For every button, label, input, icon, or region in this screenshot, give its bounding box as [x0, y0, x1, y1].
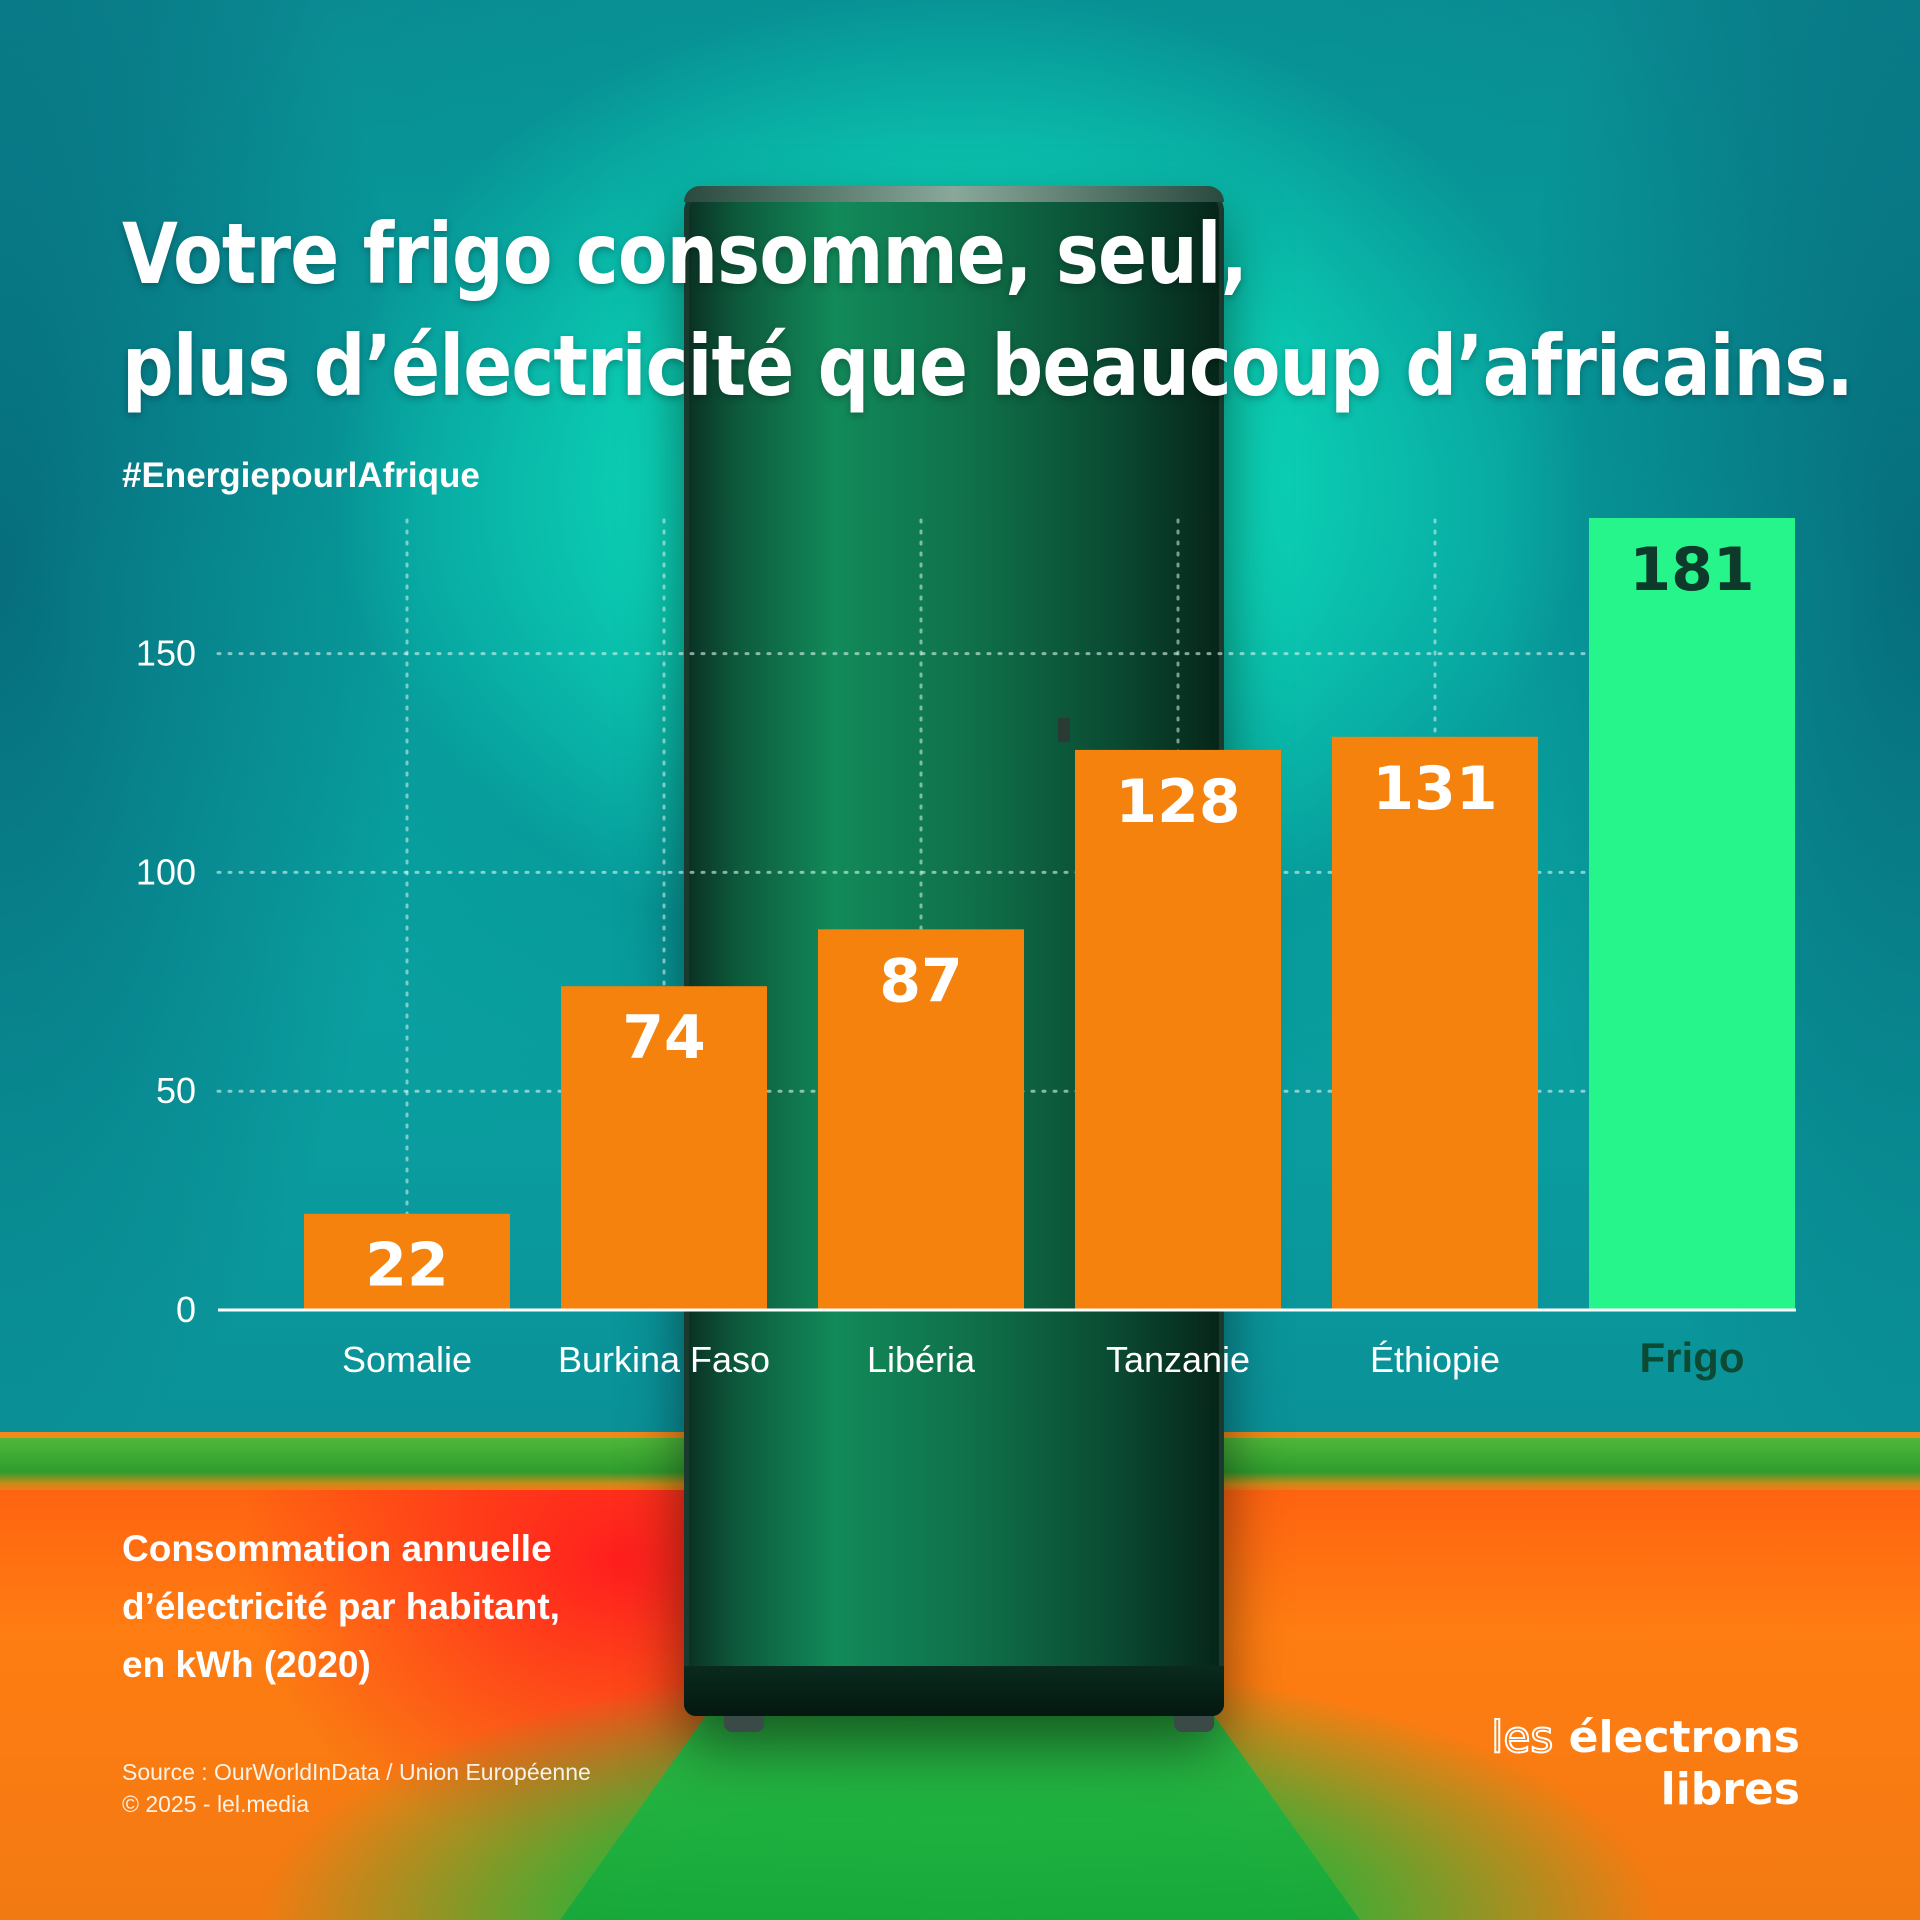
caption-line-3: en kWh (2020): [122, 1644, 371, 1685]
bar-3: [818, 929, 1024, 1310]
source-line: Source : OurWorldInData / Union Européen…: [122, 1759, 591, 1785]
x-tick-label: Somalie: [342, 1339, 472, 1380]
y-tick-label: 50: [156, 1070, 196, 1111]
bar-2: [561, 986, 767, 1310]
page-title: Votre frigo consomme, seul, plus d’élect…: [122, 198, 1854, 422]
bar-6: [1589, 518, 1795, 1310]
title-line-2: plus d’électricité que beaucoup d’africa…: [122, 317, 1854, 415]
logo-electrons: électrons: [1568, 1712, 1800, 1763]
title-line-1: Votre frigo consomme, seul,: [122, 205, 1248, 303]
x-tick-label: Tanzanie: [1106, 1339, 1250, 1380]
fridge-base: [684, 1666, 1224, 1716]
data-label: 128: [1115, 767, 1240, 837]
x-tick-label: Libéria: [867, 1339, 976, 1380]
x-tick-label: Éthiopie: [1370, 1339, 1500, 1380]
logo-libres: libres: [1660, 1764, 1800, 1815]
caption-line-2: d’électricité par habitant,: [122, 1586, 560, 1627]
fridge-foot-right: [1174, 1716, 1214, 1732]
y-tick-label: 100: [136, 851, 196, 892]
logo-les: les: [1490, 1711, 1554, 1764]
copyright-line: © 2025 - lel.media: [122, 1791, 309, 1817]
chart-caption: Consommation annuelle d’électricité par …: [122, 1520, 682, 1694]
data-label: 74: [622, 1003, 706, 1073]
fridge-handle: [1058, 718, 1070, 742]
bar-5: [1332, 736, 1538, 1310]
y-tick-label: 150: [136, 633, 196, 674]
data-label: 181: [1629, 535, 1754, 605]
source-note: Source : OurWorldInData / Union Européen…: [122, 1756, 591, 1820]
fridge-top: [684, 186, 1224, 202]
data-label: 131: [1372, 754, 1497, 824]
fridge-foot-left: [724, 1716, 764, 1732]
x-tick-label: Frigo: [1640, 1334, 1745, 1381]
x-tick-label: Burkina Faso: [558, 1339, 770, 1380]
y-tick-label: 0: [176, 1289, 196, 1330]
data-label: 87: [879, 946, 963, 1016]
bar-4: [1075, 749, 1281, 1310]
caption-line-1: Consommation annuelle: [122, 1528, 552, 1569]
hashtag: #EnergiepourlAfrique: [122, 456, 480, 495]
data-label: 22: [365, 1231, 449, 1301]
bar-1: [304, 1213, 510, 1310]
brand-logo: les électrons libres: [1490, 1711, 1800, 1816]
